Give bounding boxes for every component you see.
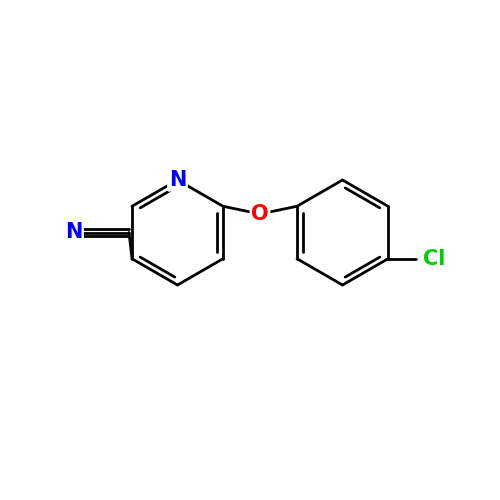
Text: N: N xyxy=(169,170,186,190)
Text: Cl: Cl xyxy=(423,249,445,269)
Text: N: N xyxy=(65,222,82,242)
Text: O: O xyxy=(251,204,269,224)
